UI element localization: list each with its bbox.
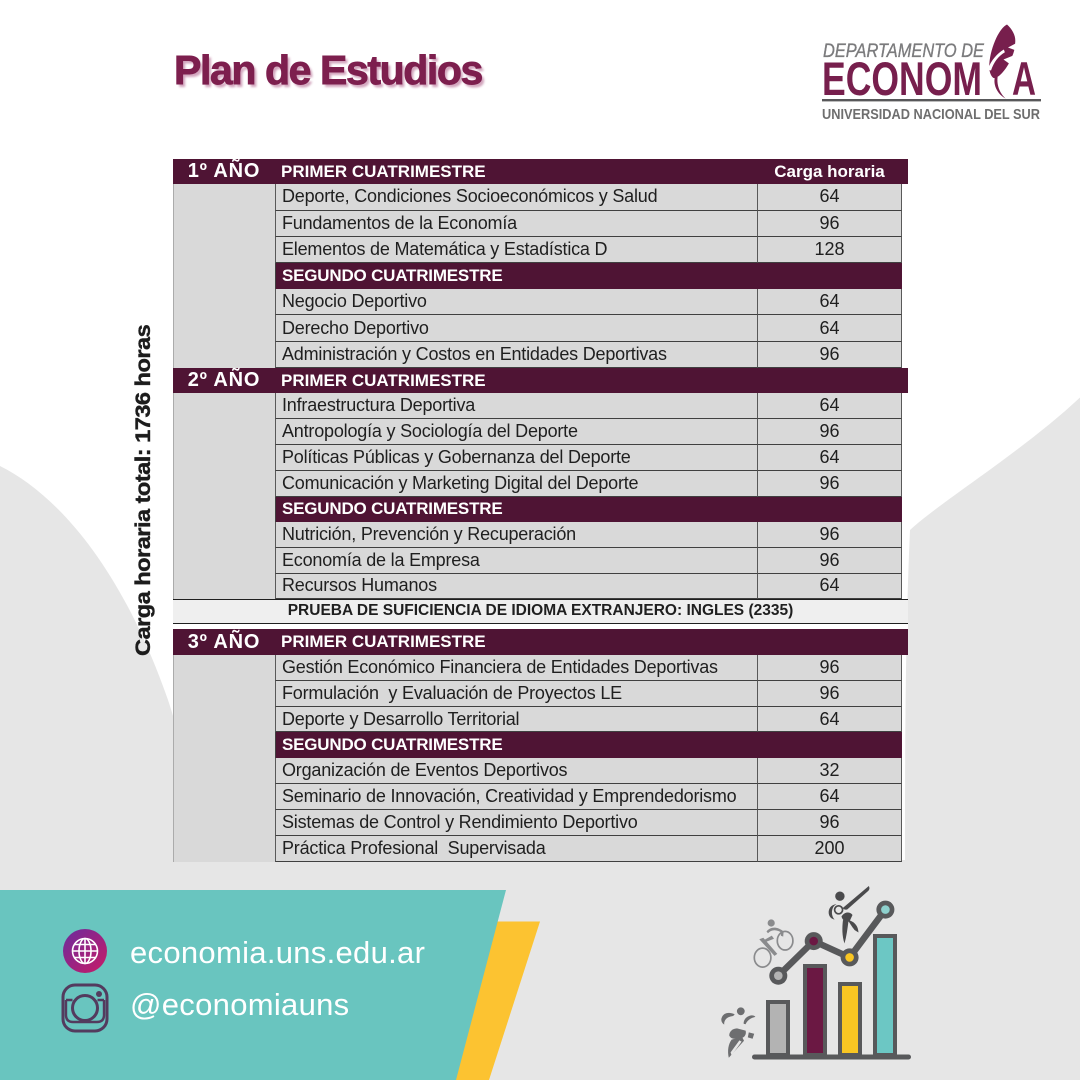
svg-text:DEPARTAMENTO DE: DEPARTAMENTO DE: [823, 40, 985, 62]
svg-text:UNIVERSIDAD NACIONAL DEL SUR: UNIVERSIDAD NACIONAL DEL SUR: [822, 106, 1040, 123]
svg-text:ECONOM: ECONOM: [822, 52, 982, 105]
svg-text:A: A: [1012, 52, 1036, 105]
